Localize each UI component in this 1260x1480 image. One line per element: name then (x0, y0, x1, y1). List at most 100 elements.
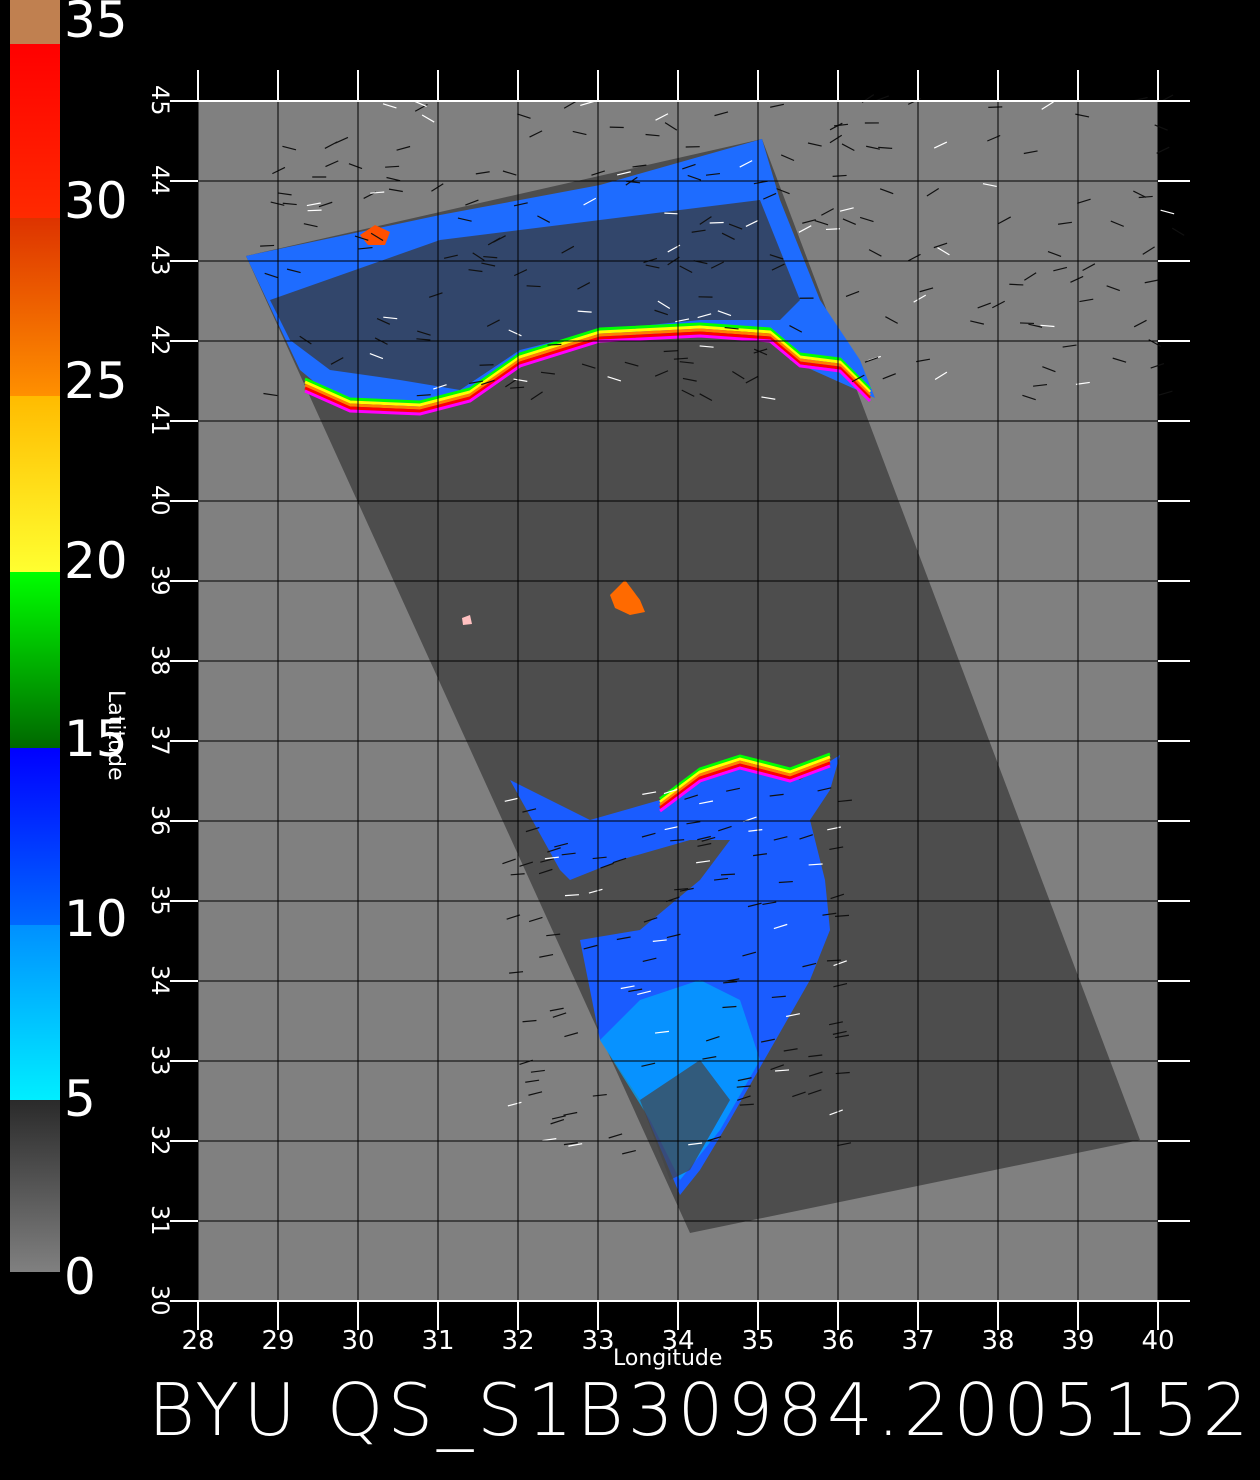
wind-barb (773, 923, 788, 930)
lat-tick-label: 43 (146, 245, 174, 276)
wind-barb (600, 862, 614, 869)
wind-barb (829, 1109, 843, 1116)
wind-barb (837, 1142, 852, 1147)
wind-barb (780, 154, 795, 162)
lon-tick-label: 37 (901, 1326, 935, 1356)
wind-barb (277, 192, 292, 196)
wind-barb (762, 901, 777, 906)
wind-barb (502, 170, 517, 176)
wind-barb (325, 160, 339, 168)
coastal-band (304, 322, 872, 404)
color-scale-label: 25 (64, 352, 128, 410)
wind-barb (1133, 319, 1147, 328)
lon-tick-label: 34 (661, 1326, 695, 1356)
wind-barb (528, 916, 543, 923)
wind-barb (1110, 220, 1124, 227)
wind-barb (745, 219, 759, 228)
wind-barb (654, 1030, 670, 1034)
lon-tick-label: 29 (261, 1326, 295, 1356)
wind-barb (465, 199, 479, 206)
wind-barb (1142, 246, 1155, 255)
wind-barb (530, 391, 543, 401)
wind-barb (1040, 324, 1055, 328)
wind-barb (538, 868, 553, 875)
wind-barb (592, 1093, 607, 1097)
wind-barb (525, 826, 540, 833)
wind-barb (642, 791, 657, 795)
wind-barb (652, 939, 667, 942)
wind-barb (814, 219, 829, 226)
wind-barb (742, 951, 757, 957)
wind-barb (673, 357, 688, 360)
wind-barb (686, 821, 701, 825)
wind-barb (654, 370, 669, 377)
y-axis-label: Latitude (103, 690, 128, 781)
wind-barb (546, 933, 561, 937)
wind-barb (1070, 275, 1084, 283)
wind-barb (842, 218, 857, 226)
wind-barb (736, 1085, 751, 1088)
wind-barb (431, 183, 444, 192)
wind-barb (504, 797, 519, 802)
wind-barb (592, 856, 607, 860)
wind-barb (645, 133, 660, 137)
wind-barb (714, 111, 729, 117)
wind-barb (720, 873, 735, 876)
wind-barb (697, 842, 712, 847)
wind-barb (828, 1021, 843, 1026)
wind-barb (879, 188, 894, 195)
color-scale-label: 35 (64, 0, 128, 49)
wind-barb (776, 188, 790, 195)
wind-barb (286, 268, 301, 274)
lat-tick-label: 32 (146, 1125, 174, 1156)
wind-barb (833, 960, 847, 967)
wind-barb (829, 122, 843, 131)
wind-barb (681, 389, 695, 397)
wind-barb (539, 953, 554, 958)
wind-barb (642, 957, 657, 963)
wind-barb (701, 836, 716, 842)
wind-barb (468, 269, 483, 273)
wind-barb (1158, 390, 1173, 396)
wind-barb (572, 130, 587, 136)
wind-barb (1023, 150, 1038, 155)
wind-barb (307, 209, 322, 212)
lat-tick-label: 45 (146, 85, 174, 116)
wind-barb (563, 100, 577, 109)
coastal-band (304, 325, 872, 407)
black-sea-dark-region (270, 200, 800, 390)
wind-barb (657, 300, 671, 310)
wind-barb (510, 386, 525, 389)
wind-barb (851, 374, 865, 383)
wind-barb (760, 1038, 775, 1043)
wind-barb (272, 166, 286, 175)
wind-barb (513, 202, 528, 207)
lat-tick-label: 34 (146, 965, 174, 996)
wind-barb (529, 130, 543, 138)
wind-barb (988, 106, 1003, 108)
wind-barb (1112, 357, 1127, 363)
color-scale-label: 10 (64, 890, 128, 948)
wind-barb (583, 197, 597, 206)
wind-barb (513, 378, 528, 382)
wind-barb (827, 826, 842, 831)
wind-barb (1024, 272, 1037, 281)
wind-barb (330, 357, 344, 365)
lat-tick-label: 36 (146, 805, 174, 836)
wind-barb (778, 880, 793, 884)
wind-barb (773, 836, 788, 841)
wind-barb (1133, 190, 1147, 198)
wind-barb (469, 380, 484, 385)
lon-tick-label: 40 (1141, 1326, 1175, 1356)
color-scale-label: 5 (64, 1070, 96, 1128)
wind-barb (561, 852, 576, 856)
color-scale-label: 15 (64, 710, 128, 768)
satellite-swath (246, 139, 1140, 1233)
wind-barb (421, 114, 435, 123)
wind-barb (433, 384, 447, 390)
wind-barb (732, 370, 745, 380)
wind-barb (554, 842, 568, 848)
wind-barb (753, 180, 768, 185)
mediterranean-dark-region (640, 1060, 730, 1180)
color-scale-label: 0 (64, 1248, 96, 1306)
